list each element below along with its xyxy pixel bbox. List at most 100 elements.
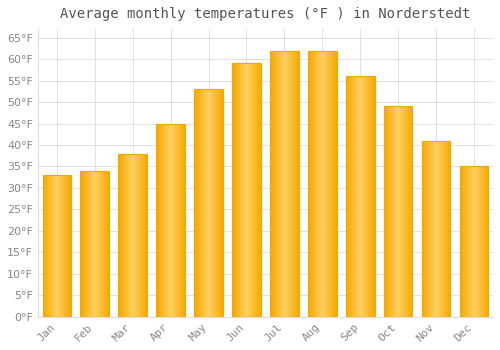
Bar [311,50,312,317]
Bar [208,89,209,317]
Bar [469,167,470,317]
Bar [367,76,368,317]
Bar [270,50,298,317]
Bar [51,175,52,317]
Bar [67,175,68,317]
Bar [205,89,206,317]
Bar [204,89,205,317]
Bar [160,124,161,317]
Bar [385,106,386,317]
Bar [410,106,412,317]
Bar [460,167,488,317]
Bar [435,141,436,317]
Bar [52,175,53,317]
Bar [258,63,259,317]
Bar [442,141,443,317]
Bar [246,63,247,317]
Bar [398,106,399,317]
Bar [462,167,464,317]
Bar [399,106,400,317]
Bar [245,63,246,317]
Bar [46,175,47,317]
Bar [346,76,347,317]
Bar [296,50,297,317]
Bar [222,89,223,317]
Bar [427,141,428,317]
Bar [83,171,84,317]
Bar [100,171,101,317]
Bar [136,154,137,317]
Bar [234,63,235,317]
Bar [287,50,288,317]
Bar [174,124,175,317]
Bar [215,89,216,317]
Bar [220,89,221,317]
Bar [55,175,56,317]
Bar [350,76,351,317]
Bar [118,154,147,317]
Bar [401,106,402,317]
Bar [349,76,350,317]
Bar [314,50,315,317]
Bar [105,171,106,317]
Bar [199,89,200,317]
Bar [244,63,245,317]
Bar [90,171,92,317]
Bar [332,50,333,317]
Bar [62,175,63,317]
Bar [184,124,185,317]
Bar [64,175,66,317]
Bar [197,89,198,317]
Bar [89,171,90,317]
Bar [403,106,404,317]
Bar [477,167,478,317]
Bar [163,124,164,317]
Bar [156,124,185,317]
Bar [475,167,476,317]
Bar [166,124,167,317]
Bar [409,106,410,317]
Bar [102,171,103,317]
Bar [487,167,488,317]
Bar [177,124,178,317]
Bar [270,50,272,317]
Bar [123,154,124,317]
Bar [251,63,252,317]
Bar [368,76,369,317]
Bar [334,50,335,317]
Bar [158,124,159,317]
Bar [61,175,62,317]
Bar [211,89,212,317]
Bar [384,106,412,317]
Bar [461,167,462,317]
Bar [132,154,133,317]
Bar [207,89,208,317]
Bar [156,124,157,317]
Bar [290,50,291,317]
Bar [141,154,142,317]
Bar [238,63,239,317]
Bar [330,50,331,317]
Bar [45,175,46,317]
Bar [446,141,447,317]
Bar [165,124,166,317]
Bar [42,175,71,317]
Bar [282,50,284,317]
Bar [372,76,373,317]
Bar [94,171,96,317]
Bar [179,124,180,317]
Bar [405,106,406,317]
Bar [232,63,260,317]
Bar [237,63,238,317]
Bar [175,124,176,317]
Bar [347,76,348,317]
Bar [85,171,86,317]
Bar [397,106,398,317]
Bar [86,171,88,317]
Bar [429,141,430,317]
Bar [195,89,196,317]
Bar [424,141,425,317]
Bar [236,63,237,317]
Bar [465,167,466,317]
Bar [106,171,107,317]
